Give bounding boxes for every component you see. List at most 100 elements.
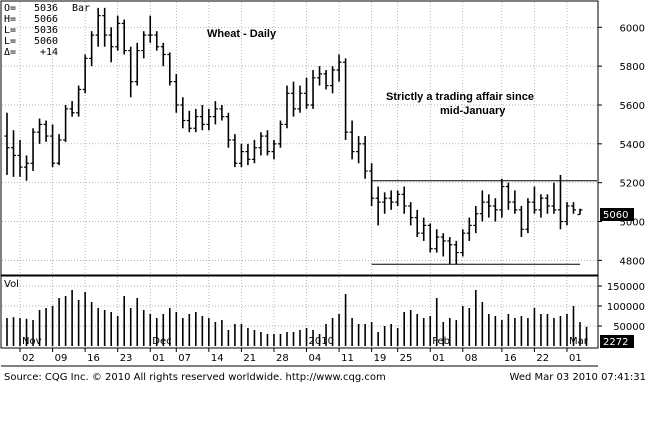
time-tick-label-12: 25 xyxy=(400,353,413,364)
ohlc-bar-85 xyxy=(557,174,563,230)
ohlc-bar-26 xyxy=(173,73,179,113)
ohlc-bar-44 xyxy=(291,81,296,117)
ohlc-bar-78 xyxy=(512,190,518,214)
ohlc-bar-66 xyxy=(434,229,440,253)
price-tick-label-2: 5200 xyxy=(620,179,645,190)
last-price-badge: 5060 xyxy=(600,208,634,221)
ohlc-bar-34 xyxy=(225,112,231,148)
ohlc-key-3: L= xyxy=(4,36,16,47)
ohlc-bar-3 xyxy=(24,155,30,181)
ohlc-bar-58 xyxy=(382,192,388,214)
time-tick-label-1: 09 xyxy=(55,353,68,364)
ohlc-bar-65 xyxy=(427,223,433,253)
ohlc-bar-84 xyxy=(551,182,557,214)
price-tick-label-0: 4800 xyxy=(620,256,645,267)
ohlc-bar-27 xyxy=(180,97,186,129)
ohlc-bar-81 xyxy=(531,186,537,214)
ohlc-value-3: 5060 xyxy=(34,36,58,47)
ohlc-bar-11 xyxy=(76,85,82,117)
ohlc-bar-2 xyxy=(17,139,23,177)
time-tick-label-13: 01 xyxy=(432,353,445,364)
ohlc-bar-57 xyxy=(375,186,381,226)
ohlc-bar-40 xyxy=(264,130,270,156)
volume-bars xyxy=(6,290,588,346)
ohlc-bar-79 xyxy=(518,205,524,238)
ohlc-bar-6 xyxy=(43,120,49,142)
ohlc-bar-82 xyxy=(538,194,544,218)
period-label-1: Dec xyxy=(152,336,171,347)
time-tick-label-5: 07 xyxy=(178,353,191,364)
ohlc-value-0: 5036 xyxy=(34,3,58,14)
ohlc-bar-29 xyxy=(193,108,199,133)
ohlc-bar-39 xyxy=(258,132,264,156)
ohlc-bar-12 xyxy=(82,54,88,94)
ohlc-bar-71 xyxy=(466,217,472,241)
ohlc-bar-15 xyxy=(102,7,108,47)
ohlc-bar-23 xyxy=(154,31,160,51)
ohlc-bar-83 xyxy=(544,194,550,214)
volume-axis: 50000 100000 150000 xyxy=(598,282,645,333)
ohlc-bar-10 xyxy=(69,101,75,117)
ohlc-bar-8 xyxy=(56,134,62,166)
footer-timestamp: Wed Mar 03 2010 07:41:31 xyxy=(510,372,646,383)
time-tick-label-6: 14 xyxy=(211,353,224,364)
ohlc-bar-54 xyxy=(356,136,362,164)
ohlc-bar-5 xyxy=(37,118,43,144)
ohlc-bar-28 xyxy=(186,110,192,133)
ohlc-bar-4 xyxy=(30,128,36,172)
time-tick-label-0: 02 xyxy=(22,353,35,364)
price-axis: 4800 5000 5200 5400 5600 5800 6000 xyxy=(598,23,645,267)
ohlc-bar-62 xyxy=(408,202,414,226)
ohlc-bar-56 xyxy=(369,163,375,206)
time-tick-label-11: 19 xyxy=(374,353,387,364)
ohlc-bar-14 xyxy=(95,7,101,47)
footer-source: Source: CQG Inc. © 2010 All rights reser… xyxy=(4,372,386,383)
last-volume-value: 2272 xyxy=(603,337,628,348)
period-label-4: Mar xyxy=(569,336,589,347)
bar-type-label: Bar xyxy=(72,3,90,14)
ohlc-bar-49 xyxy=(323,70,329,90)
ohlc-bar-47 xyxy=(310,70,316,109)
ohlc-bar-32 xyxy=(212,101,218,125)
ohlc-bar-61 xyxy=(401,186,407,214)
ohlc-bar-1 xyxy=(11,130,17,177)
price-panel-frame xyxy=(0,0,599,276)
ohlc-bar-86 xyxy=(564,202,570,226)
support-resistance-lines xyxy=(371,180,597,265)
ohlc-bar-25 xyxy=(167,52,173,86)
ohlc-value-1: 5066 xyxy=(34,14,58,25)
ohlc-bar-64 xyxy=(421,217,427,241)
time-tick-label-14: 08 xyxy=(465,353,478,364)
ohlc-bar-51 xyxy=(336,54,342,82)
time-tick-label-8: 28 xyxy=(276,353,289,364)
chart-title: Wheat - Daily xyxy=(207,28,277,40)
ohlc-key-0: O= xyxy=(4,3,16,14)
ohlc-bar-88 xyxy=(577,208,583,216)
ohlc-bar-24 xyxy=(160,42,166,67)
ohlc-bar-37 xyxy=(245,143,251,166)
time-axis: 02 09 16 23 01 07 14 21 28 04 11 19 25 01 08 16 22 01 Nov D… xyxy=(19,336,589,364)
time-tick-label-17: 01 xyxy=(569,353,582,364)
ohlc-bar-53 xyxy=(349,120,355,160)
ohlc-key-1: H= xyxy=(4,14,16,25)
volume-tick-label-1: 100000 xyxy=(607,302,645,313)
ohlc-value-4: +14 xyxy=(40,47,58,58)
ohlc-bar-60 xyxy=(395,190,401,206)
ohlc-bar-67 xyxy=(440,233,446,257)
time-tick-label-15: 16 xyxy=(504,353,517,364)
ohlc-bar-16 xyxy=(108,27,114,63)
time-tick-label-2: 16 xyxy=(87,353,100,364)
ohlc-bar-30 xyxy=(199,104,205,131)
ohlc-bar-43 xyxy=(284,85,290,129)
ohlc-bar-46 xyxy=(304,77,310,109)
ohlc-bars xyxy=(4,7,583,265)
annotation-line-1: Strictly a trading affair since xyxy=(386,91,534,103)
period-label-3: Feb xyxy=(432,336,450,347)
ohlc-value-2: 5036 xyxy=(34,25,58,36)
ohlc-bar-38 xyxy=(251,139,257,164)
volume-label: Vol xyxy=(4,279,19,290)
ohlc-bar-48 xyxy=(317,66,323,86)
ohlc-bar-42 xyxy=(277,120,283,148)
period-label-0: Nov xyxy=(22,336,42,347)
